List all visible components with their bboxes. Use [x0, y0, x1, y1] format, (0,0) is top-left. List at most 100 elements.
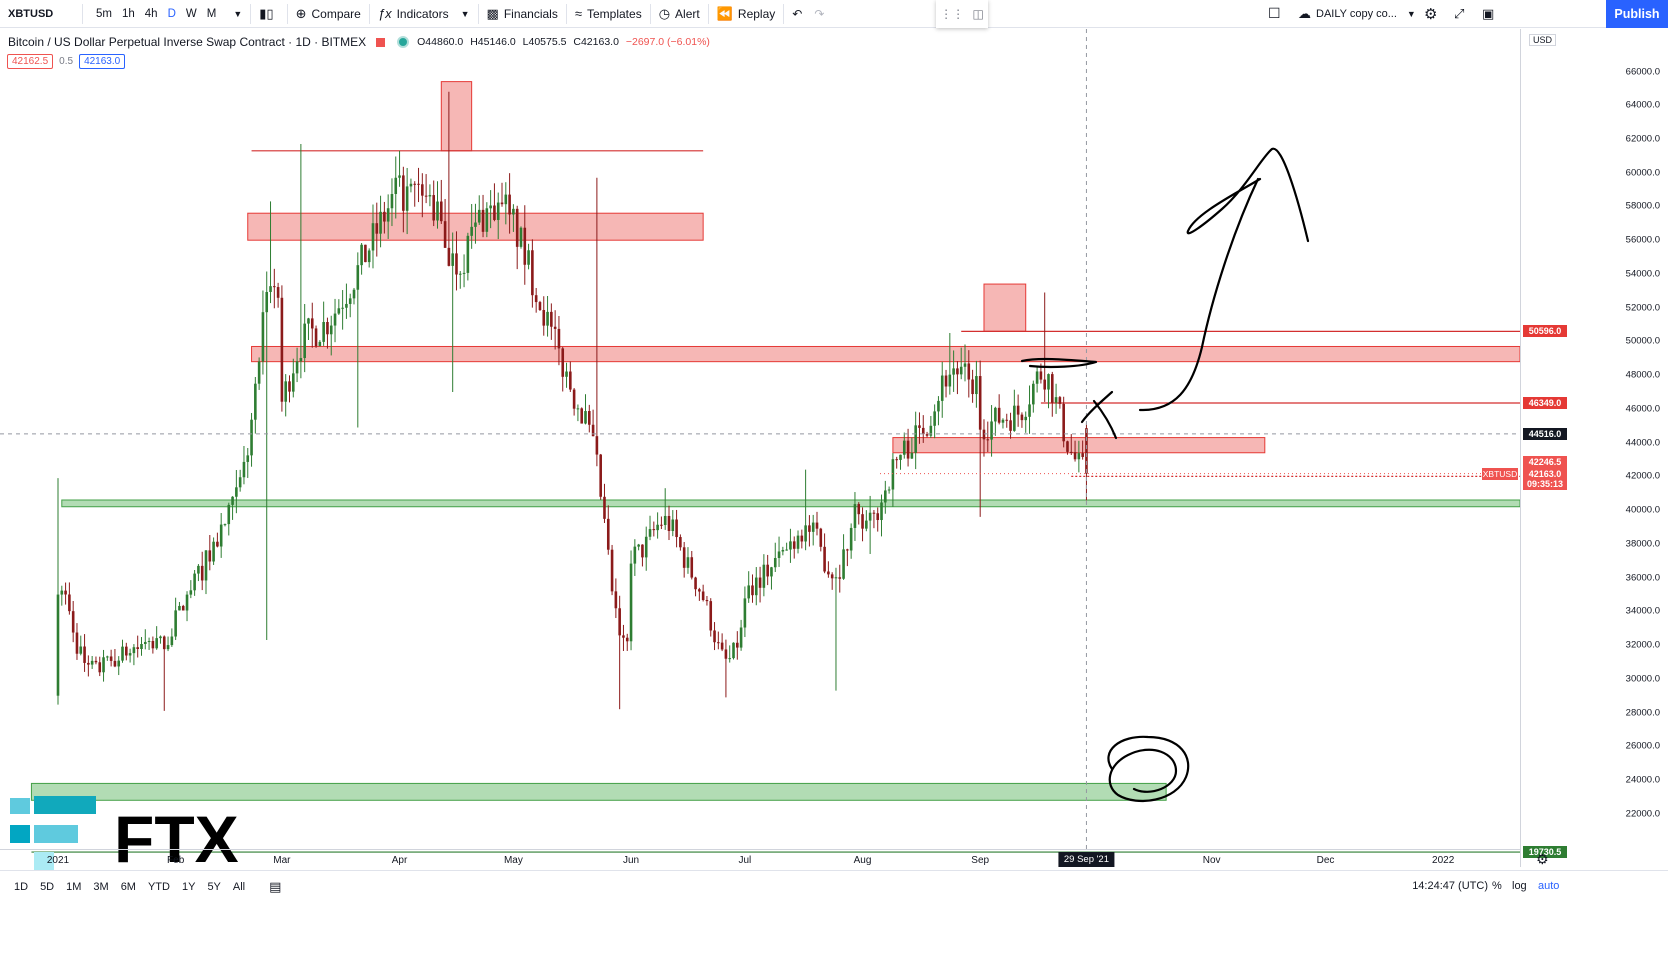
candle-up — [994, 407, 997, 422]
price-chart[interactable] — [0, 29, 1668, 867]
alert-button[interactable]: ◷ Alert — [653, 0, 706, 28]
chart-type-button[interactable]: ▮▯ — [253, 0, 284, 28]
fullscreen-icon: ⤢ — [1454, 5, 1465, 21]
financials-button[interactable]: ▩ Financials — [481, 0, 564, 28]
candle-down — [1066, 441, 1069, 452]
interval-m[interactable]: M — [206, 7, 217, 20]
candle-up — [940, 375, 944, 401]
drag-handle-icon[interactable]: ⋮⋮ — [940, 7, 965, 21]
publish-button[interactable]: Publish — [1606, 0, 1668, 28]
range-1m[interactable]: 1M — [66, 880, 82, 893]
candle-up — [265, 291, 269, 313]
candle-up — [644, 536, 648, 558]
interval-1h[interactable]: 1h — [121, 7, 135, 20]
settings-button[interactable]: ⚙ — [1418, 0, 1443, 28]
range-all[interactable]: All — [232, 880, 246, 893]
range-6m[interactable]: 6M — [120, 880, 136, 893]
layout-name-button[interactable]: ☁ DAILY copy co... ▼ — [1292, 0, 1422, 28]
price-tick: 48000.0 — [1625, 369, 1660, 381]
candle-up — [352, 289, 356, 299]
candle-up — [770, 567, 773, 577]
candle-down — [1050, 374, 1054, 403]
indicators-dropdown[interactable]: ▼ — [455, 0, 476, 28]
candle-up — [284, 381, 287, 402]
candle-up — [1001, 419, 1005, 423]
fullscreen-button[interactable]: ⤢ — [1448, 0, 1470, 28]
candle-down — [808, 525, 811, 532]
candle-up — [390, 194, 394, 209]
currency-label[interactable]: USD — [1529, 34, 1557, 46]
range-ytd[interactable]: YTD — [147, 880, 170, 893]
candle-down — [1069, 451, 1073, 453]
candle-up — [102, 657, 105, 673]
range-1y[interactable]: 1Y — [181, 880, 196, 893]
interval-dropdown[interactable]: ▼ — [227, 0, 248, 28]
percent-scale-toggle[interactable]: % — [1492, 880, 1502, 892]
indicators-button[interactable]: ƒx Indicators — [372, 0, 455, 28]
candle-up — [345, 303, 348, 308]
undo-button[interactable]: ↶ — [786, 0, 808, 28]
candle-down — [698, 589, 701, 592]
price-tick: 24000.0 — [1625, 774, 1660, 786]
ftx-logo: FTX — [10, 796, 239, 872]
interval-d[interactable]: D — [167, 7, 176, 20]
candle-up — [303, 323, 306, 359]
interval-5m[interactable]: 5m — [96, 7, 112, 20]
candle-up — [121, 646, 124, 661]
redo-button[interactable]: ↷ — [808, 0, 830, 28]
candle-down — [162, 636, 166, 650]
range-5d[interactable]: 5D — [40, 880, 55, 893]
chart-area[interactable]: Bitcoin / US Dollar Perpetual Inverse Sw… — [0, 29, 1668, 872]
candle-down — [531, 250, 534, 296]
price-tick: 52000.0 — [1625, 302, 1660, 314]
clock[interactable]: 14:24:47 (UTC) — [1412, 880, 1488, 892]
candle-down — [614, 591, 618, 609]
price-tick: 34000.0 — [1625, 605, 1660, 617]
candle-down — [569, 371, 572, 390]
candle-up — [1024, 416, 1028, 421]
scale-settings-button[interactable]: ⚙ — [1536, 851, 1549, 868]
candle-down — [181, 605, 185, 611]
bid-price[interactable]: 42162.5 — [7, 54, 54, 69]
price-scale[interactable]: USD 66000.0 64000.0 62000.0 60000.0 58000.0 5… — [1520, 29, 1668, 867]
flag-icon[interactable] — [376, 37, 386, 47]
symbol-search[interactable]: XBTUSD — [8, 7, 54, 20]
range-3m[interactable]: 3M — [93, 880, 109, 893]
candle-up — [747, 585, 750, 599]
ftx-logo-bar-top — [34, 796, 96, 814]
candle-down — [550, 311, 553, 327]
price-tick: 50000.0 — [1625, 335, 1660, 347]
ftx-logo-text: FTX — [114, 802, 239, 872]
select-layout-button[interactable]: ☐ — [1262, 0, 1287, 28]
time-tick: Dec — [1316, 855, 1335, 866]
price-tick: 42000.0 — [1625, 470, 1660, 482]
goto-date-button[interactable]: ▤ — [269, 879, 281, 895]
candle-down — [982, 429, 986, 440]
snapshot-button[interactable]: ▣ — [1476, 0, 1500, 28]
log-scale-toggle[interactable]: log — [1512, 880, 1527, 892]
candle-up — [143, 641, 147, 644]
candle-down — [455, 253, 458, 275]
time-axis[interactable]: 2021 Feb Mar Apr May Jun Jul Aug Sep Nov Dec 2022 29… — [0, 849, 1520, 869]
layout-grid-icon[interactable]: ◫ — [972, 7, 984, 21]
candle-down — [610, 549, 614, 592]
range-5y[interactable]: 5Y — [207, 880, 221, 893]
candle-up — [754, 577, 758, 596]
candle-up — [466, 235, 470, 273]
plus-circle-icon: ⊕ — [295, 5, 307, 21]
replay-button[interactable]: ⏪ Replay — [711, 0, 782, 28]
candle-up — [474, 222, 477, 227]
interval-4h[interactable]: 4h — [144, 7, 158, 20]
auto-scale-toggle[interactable]: auto — [1538, 880, 1560, 892]
ask-price[interactable]: 42163.0 — [79, 54, 126, 69]
toolbar-divider — [286, 3, 288, 24]
interval-w[interactable]: W — [185, 7, 197, 20]
candle-up — [254, 383, 257, 420]
candle-down — [64, 590, 67, 595]
candle-down — [800, 535, 804, 542]
compare-button[interactable]: ⊕ Compare — [290, 0, 367, 28]
chevron-down-icon: ▼ — [460, 8, 470, 19]
candle-down — [724, 649, 728, 659]
range-1d[interactable]: 1D — [14, 880, 29, 893]
templates-button[interactable]: ≈ Templates — [569, 0, 648, 28]
